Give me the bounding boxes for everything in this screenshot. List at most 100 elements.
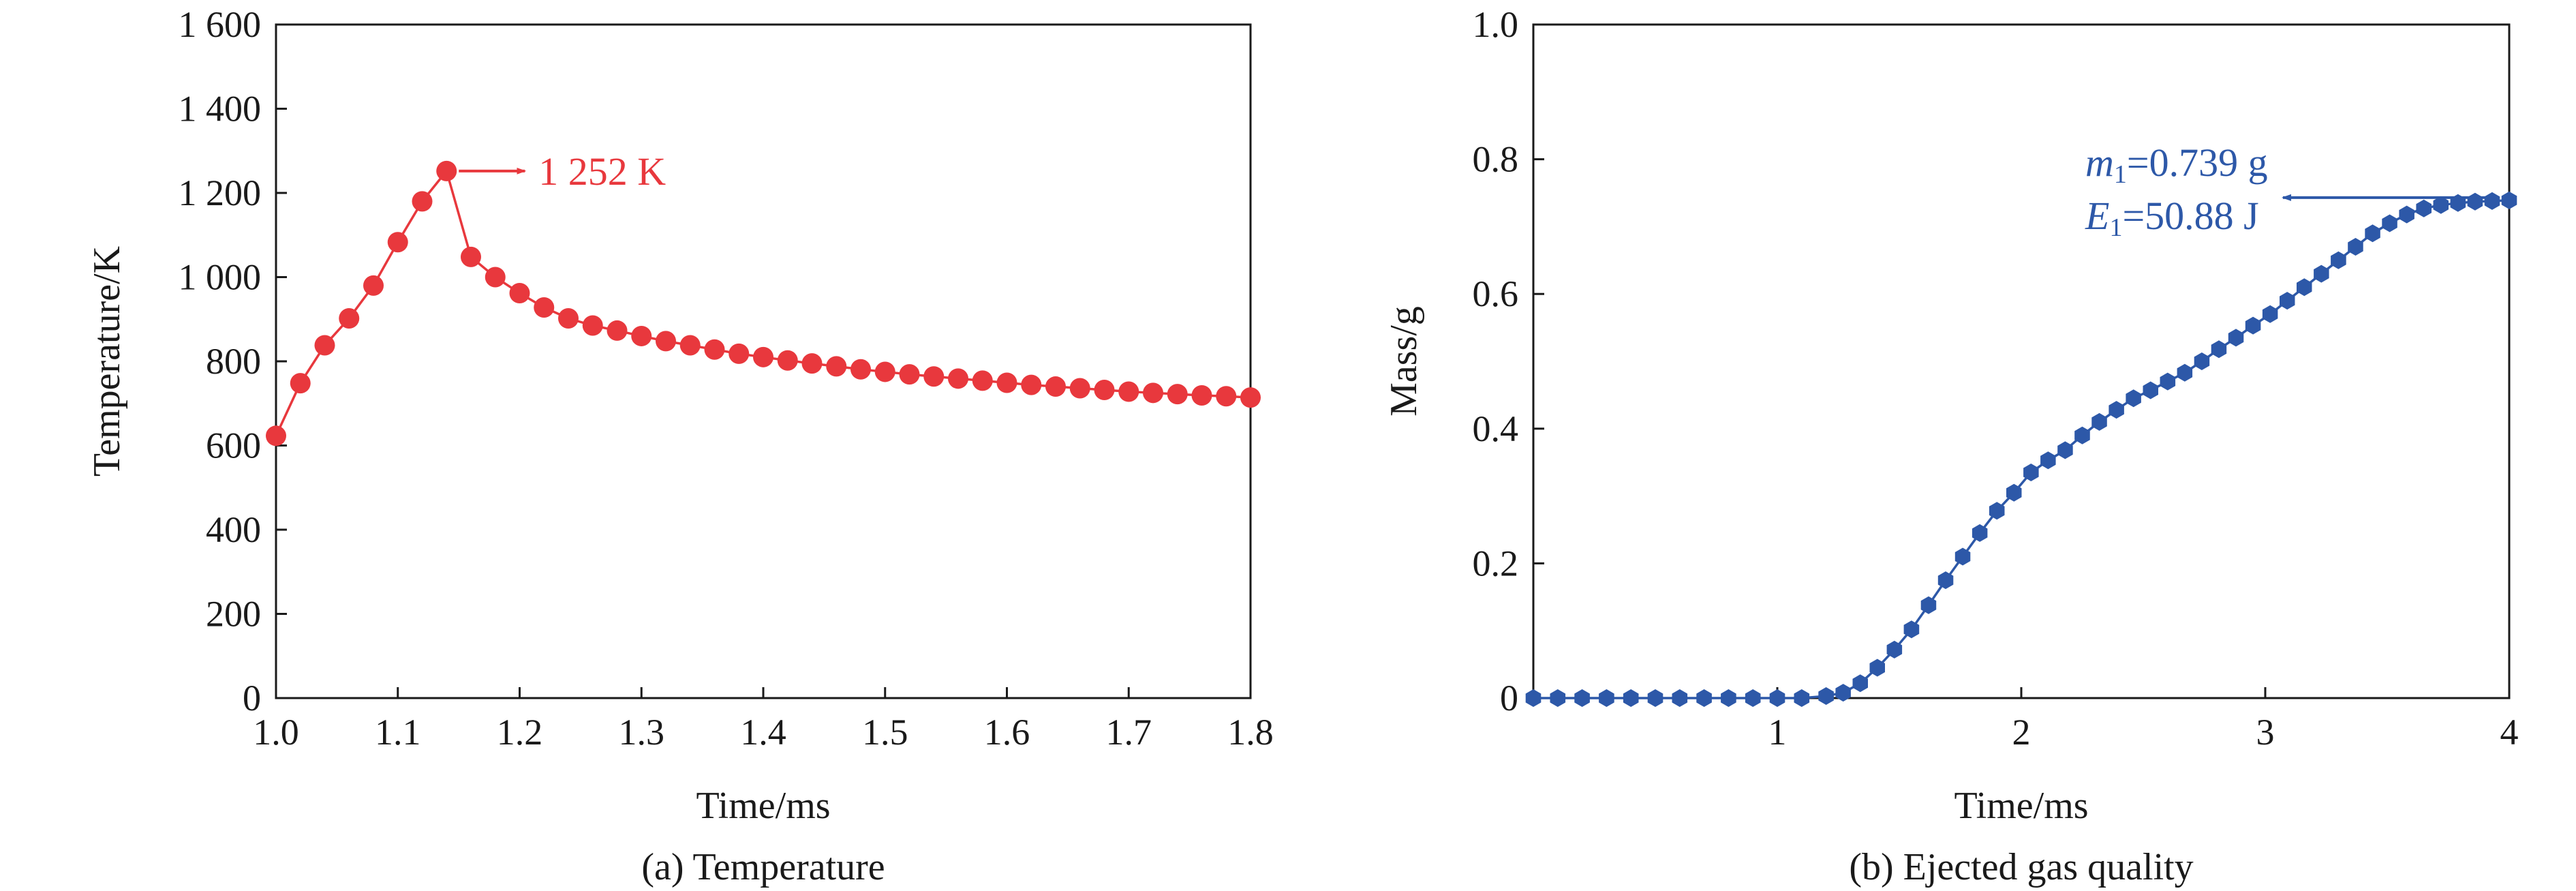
final-mass-annotation: m1=0.739 g E1=50.88 J [2085, 140, 2489, 242]
data-point [1069, 378, 1090, 399]
data-point [1886, 640, 1903, 659]
x-axis-ticks: 1.0 1.1 1.2 1.3 1.4 1.5 1.6 1.7 1.8 [253, 687, 1274, 753]
series-line [1533, 199, 2510, 699]
y-tick-label: 0.4 [1473, 408, 1519, 449]
panel-caption: (b) Ejected gas quality [1849, 846, 2193, 888]
data-point [2040, 451, 2056, 470]
data-point [923, 366, 945, 387]
data-point [1647, 689, 1663, 707]
data-point [363, 275, 384, 296]
data-point [1574, 689, 1590, 707]
peak-annotation: 1 252 K [459, 149, 666, 194]
data-point [2057, 441, 2073, 459]
data-point [2023, 464, 2039, 481]
x-tick-label: 1.5 [862, 712, 908, 753]
data-point [2143, 381, 2158, 399]
y-tick-label: 0.8 [1473, 139, 1519, 180]
data-point [948, 368, 968, 389]
data-point [387, 232, 408, 253]
data-point [2160, 372, 2176, 391]
data-point [1954, 547, 1971, 566]
temperature-chart: 0 200 400 600 800 1 000 1 200 1 400 1 600 1.0 1.1… [86, 4, 1274, 888]
data-point [1191, 385, 1212, 406]
data-point [1045, 376, 1066, 397]
data-point [826, 356, 847, 377]
series-mass [1525, 191, 2517, 707]
data-point [1623, 689, 1639, 707]
data-point [2501, 191, 2517, 209]
data-point [2074, 426, 2090, 444]
x-axis-label: Time/ms [696, 785, 830, 827]
data-point [485, 267, 506, 288]
y-axis-ticks: 0 200 400 600 800 1 000 1 200 1 400 1 600 [179, 4, 287, 719]
data-point [1745, 689, 1761, 707]
data-point [631, 325, 652, 346]
data-point [1972, 524, 1988, 542]
data-point [2262, 305, 2278, 323]
data-point [1143, 382, 1163, 404]
x-tick-label: 1.8 [1227, 712, 1274, 753]
data-point [1240, 387, 1261, 408]
data-point [2416, 199, 2432, 217]
data-point [1094, 379, 1115, 400]
data-point [753, 346, 773, 367]
data-point [2245, 316, 2261, 335]
panel-caption: (a) Temperature [641, 846, 885, 888]
x-tick-label: 1 [1768, 712, 1787, 753]
data-point [2177, 363, 2193, 382]
data-point [899, 364, 920, 385]
series-temperature [266, 160, 1261, 447]
data-point [1869, 659, 1885, 677]
data-point [1672, 689, 1688, 707]
data-point [656, 331, 676, 352]
y-tick-label: 1 600 [179, 4, 262, 45]
data-point [1599, 689, 1614, 707]
data-point [2467, 192, 2483, 211]
data-point [412, 191, 433, 212]
data-point [972, 370, 993, 391]
x-tick-label: 3 [2256, 712, 2275, 753]
y-tick-label: 400 [206, 509, 261, 550]
y-tick-label: 1.0 [1473, 4, 1519, 45]
x-tick-label: 1.4 [740, 712, 786, 753]
data-point [704, 339, 725, 360]
data-point [2433, 196, 2449, 214]
x-tick-label: 1.0 [253, 712, 299, 753]
data-point [1903, 620, 1920, 639]
annotation-label: 1 252 K [538, 149, 666, 194]
data-point [1118, 381, 1139, 402]
data-point [1721, 689, 1736, 707]
data-point [1835, 684, 1851, 702]
data-point [558, 308, 579, 329]
data-point [1920, 596, 1937, 614]
x-tick-label: 1.1 [375, 712, 421, 753]
data-point [801, 353, 823, 374]
data-point [777, 350, 798, 371]
data-point [2194, 352, 2210, 370]
data-point [461, 246, 481, 267]
data-point [2126, 389, 2141, 408]
data-point [2280, 292, 2295, 310]
data-point [314, 335, 335, 356]
data-point [1550, 689, 1566, 707]
x-axis-label: Time/ms [1954, 785, 2088, 827]
data-point [582, 315, 603, 336]
data-point [1769, 689, 1785, 707]
y-tick-label: 200 [206, 594, 261, 635]
data-point [2348, 238, 2363, 256]
data-point [2006, 483, 2022, 502]
x-tick-label: 1.3 [619, 712, 665, 753]
data-point [2297, 278, 2312, 297]
data-point [2314, 265, 2329, 283]
x-tick-label: 1.6 [984, 712, 1030, 753]
y-tick-label: 1 400 [179, 89, 262, 130]
y-tick-label: 1 200 [179, 172, 262, 213]
y-tick-label: 1 000 [179, 257, 262, 298]
x-tick-label: 1.7 [1106, 712, 1152, 753]
data-point [607, 320, 628, 341]
data-point [1167, 384, 1188, 405]
y-tick-label: 800 [206, 341, 261, 382]
data-point [2228, 329, 2244, 347]
y-tick-label: 0 [1500, 678, 1518, 719]
data-point [1937, 571, 1954, 590]
